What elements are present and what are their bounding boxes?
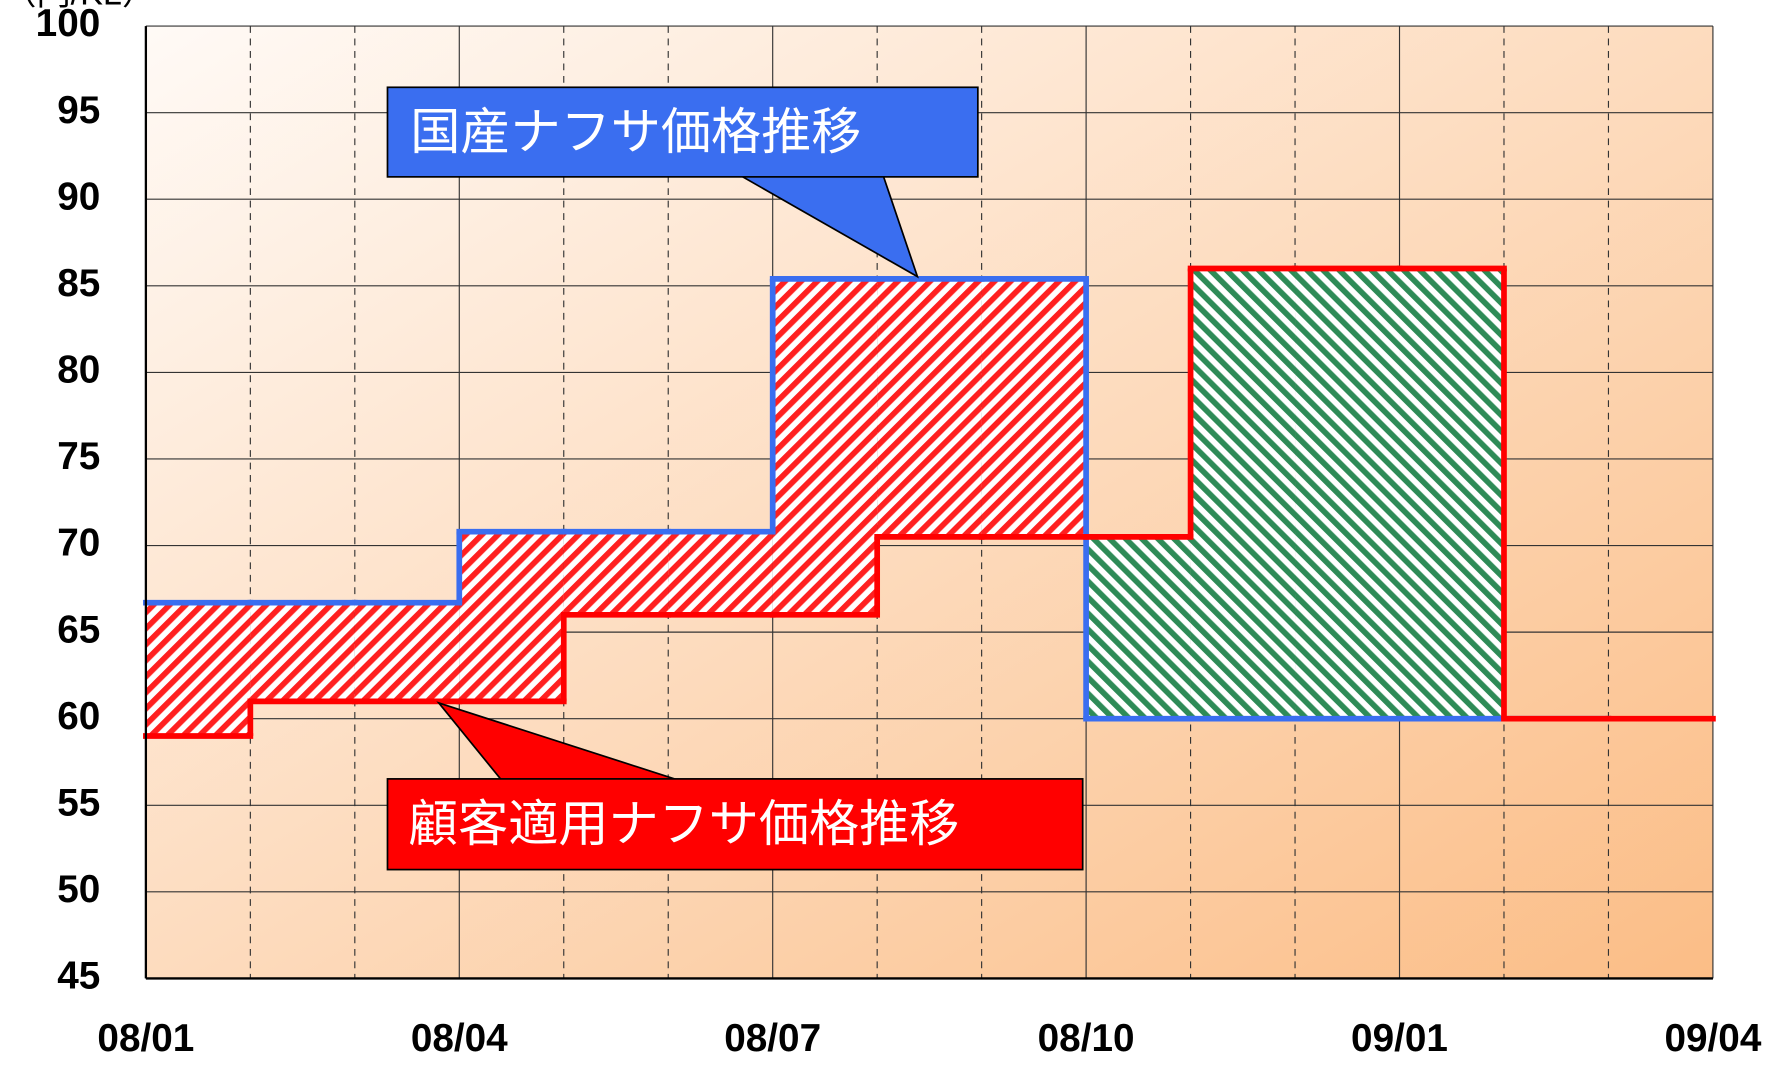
difference-hatch [1086, 536, 1191, 719]
difference-hatch [772, 278, 878, 615]
y-tick-label: 65 [57, 608, 100, 651]
x-tick-label: 08/10 [1038, 1017, 1135, 1060]
callout-box [386, 778, 1084, 871]
difference-hatch [459, 531, 564, 702]
x-tick-label: 08/07 [724, 1017, 821, 1060]
difference-hatch [563, 531, 669, 615]
x-tick-label: 09/04 [1664, 1017, 1761, 1060]
difference-hatch [145, 602, 251, 737]
y-tick-label: 45 [57, 955, 100, 998]
y-tick-label: 75 [57, 435, 100, 478]
callout-box [386, 86, 979, 178]
y-tick-label: 95 [57, 89, 100, 132]
y-tick-label: 55 [57, 782, 100, 825]
y-tick-label: 70 [57, 522, 100, 565]
y-tick-label: 90 [57, 175, 100, 218]
difference-hatch [981, 278, 1087, 537]
difference-hatch [1399, 268, 1504, 719]
y-unit-label: （円/KL） [2, 0, 156, 12]
y-tick-label: 60 [57, 695, 100, 738]
y-tick-label: 100 [36, 2, 101, 45]
difference-hatch [877, 278, 982, 537]
y-tick-label: 80 [57, 349, 100, 392]
difference-hatch [354, 602, 460, 702]
difference-hatch [1295, 268, 1400, 719]
x-tick-label: 09/01 [1351, 1017, 1448, 1060]
difference-hatch [250, 602, 355, 702]
difference-hatch [668, 531, 773, 615]
y-tick-label: 50 [57, 868, 100, 911]
series-label: 国産ナフサ価格推移 [410, 104, 861, 160]
difference-hatch [1190, 268, 1296, 719]
x-tick-label: 08/04 [411, 1017, 508, 1060]
series-label: 顧客適用ナフサ価格推移 [408, 796, 959, 852]
y-tick-label: 85 [57, 262, 100, 305]
x-tick-label: 08/01 [97, 1017, 194, 1060]
